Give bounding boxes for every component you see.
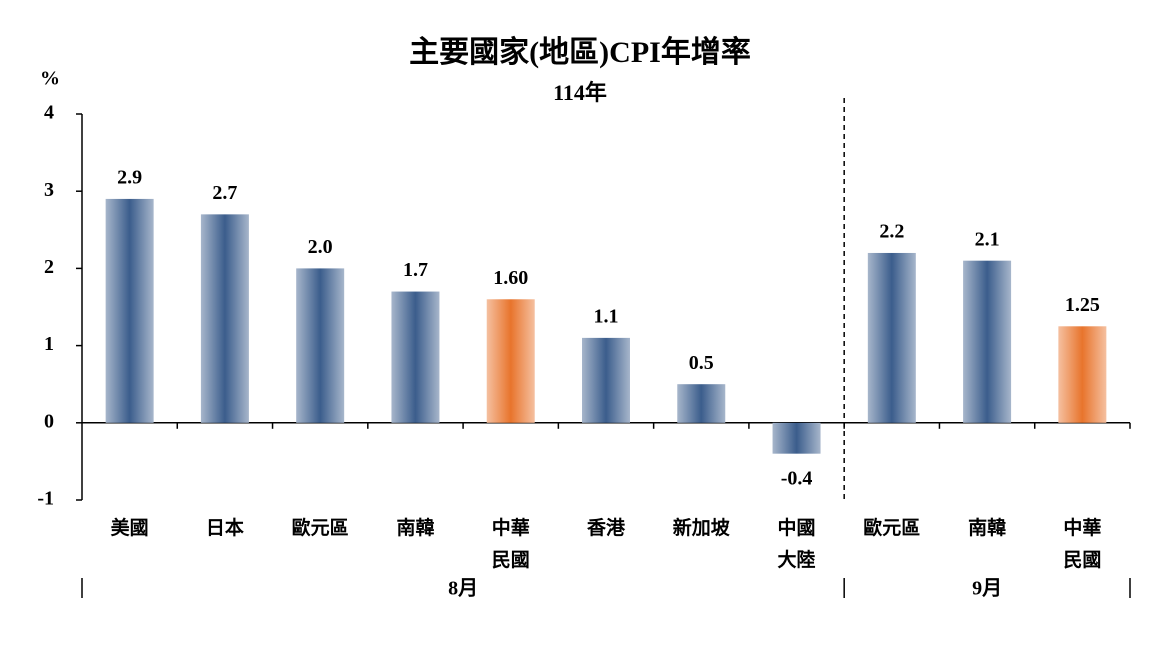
group-label: 9月 <box>972 578 1002 600</box>
bar <box>867 252 916 423</box>
y-tick-label: 2 <box>44 256 54 278</box>
x-tick-label: 新加坡 <box>672 517 730 539</box>
x-tick-label: 日本 <box>205 517 244 539</box>
bar <box>200 214 249 423</box>
x-tick-label: 南韓 <box>968 517 1007 539</box>
value-label: 1.7 <box>403 259 428 281</box>
bar <box>582 337 630 423</box>
value-label: 0.5 <box>689 352 714 374</box>
chart-subtitle: 114年 <box>553 80 607 105</box>
x-tick-label: 香港 <box>586 517 625 539</box>
y-tick-label: -1 <box>37 488 54 510</box>
value-label: 2.2 <box>879 221 904 243</box>
value-label: 2.1 <box>975 228 1000 250</box>
x-tick-label: 中國 大陸 <box>777 517 816 571</box>
value-label: 2.7 <box>212 182 237 204</box>
value-label: 2.9 <box>117 167 142 189</box>
x-tick-label: 南韓 <box>396 517 435 539</box>
value-label: 1.1 <box>594 305 619 327</box>
x-tick-label: 中華 民國 <box>491 517 530 571</box>
group-label: 8月 <box>448 578 478 600</box>
bar <box>105 198 154 423</box>
bar <box>296 268 345 423</box>
bar <box>963 260 1012 423</box>
x-tick-label: 歐元區 <box>291 517 349 539</box>
bar <box>391 291 440 423</box>
x-tick-label: 歐元區 <box>863 517 921 539</box>
value-label: 2.0 <box>308 236 333 258</box>
y-tick-label: 4 <box>44 102 54 124</box>
y-tick-label: 3 <box>44 179 54 201</box>
chart-title: 主要國家(地區)CPI年增率 <box>409 36 751 69</box>
x-tick-label: 中華 民國 <box>1063 517 1102 571</box>
y-unit: % <box>40 68 60 90</box>
y-tick-label: 0 <box>44 410 54 432</box>
y-tick-label: 1 <box>44 333 54 355</box>
x-tick-label: 美國 <box>110 517 149 539</box>
value-label: -0.4 <box>781 467 813 489</box>
bar <box>486 299 535 423</box>
value-label: 1.60 <box>493 267 528 289</box>
bar <box>772 422 821 454</box>
value-label: 1.25 <box>1065 294 1100 316</box>
bar <box>677 384 726 423</box>
bar <box>1058 326 1107 423</box>
